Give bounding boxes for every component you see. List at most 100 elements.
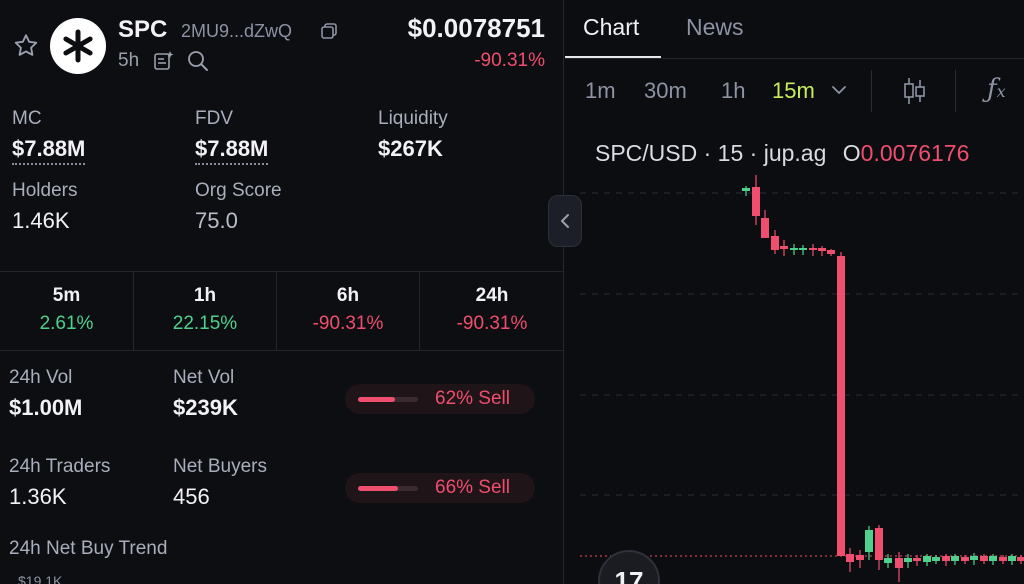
timeframe-change: 2.61% [39, 313, 94, 334]
candle-body [999, 557, 1007, 561]
stat-label: 24h Vol [9, 367, 73, 388]
candle-body [837, 256, 845, 556]
timeframe-5m[interactable]: 5m 2.61% [0, 272, 133, 350]
stat-value: $267K [378, 136, 443, 161]
chart-panel: Chart News 1m 30m 1h 15m ƒx SPC/USD · 15… [565, 0, 1024, 584]
stat-value: $239K [173, 395, 238, 420]
ohlc-open-label: O [842, 140, 861, 166]
stat-value: $1.00M [9, 395, 83, 420]
stat-liquidity: Liquidity $267K [378, 108, 448, 162]
stat-fdv: FDV $7.88M [195, 108, 269, 165]
candle-body [932, 557, 940, 561]
interval-30m[interactable]: 30m [644, 78, 687, 103]
candle-body [1008, 556, 1016, 561]
timeframe-label: 1h [193, 285, 217, 306]
candle-body [942, 556, 950, 561]
token-price: $0.0078751 [407, 13, 545, 43]
divider [955, 70, 956, 112]
candle-body [780, 246, 788, 249]
stat-value: 1.36K [9, 484, 67, 509]
stat-value: 75.0 [195, 208, 238, 233]
interval-1m[interactable]: 1m [585, 78, 616, 103]
stat-label: MC [12, 108, 42, 129]
divider [871, 70, 872, 112]
candle-body [895, 558, 903, 568]
candle-body [904, 558, 912, 562]
divider [0, 271, 564, 272]
tab-chart[interactable]: Chart [583, 14, 640, 40]
price-change: -90.31% [474, 50, 545, 71]
timeframe-1h[interactable]: 1h 22.15% [134, 272, 276, 350]
timeframe-6h[interactable]: 6h -90.31% [277, 272, 419, 350]
interval-15m[interactable]: 15m [772, 78, 815, 103]
timeframe-change: -90.31% [456, 313, 528, 334]
candle-body [809, 248, 817, 250]
token-address[interactable]: 2MU9...dZwQ [181, 21, 293, 41]
ratio-text: 62% Sell [435, 388, 510, 409]
timeframe-24h[interactable]: 24h -90.31% [420, 272, 564, 350]
ratio-track [358, 397, 418, 402]
traders-sell-ratio-badge: 66% Sell [345, 473, 535, 503]
divider [276, 272, 277, 350]
chart-symbol-title: SPC/USD · 15 · jup.ag O0.0076176 [595, 140, 969, 167]
stat-24h-traders: 24h Traders 1.36K [9, 456, 110, 510]
ohlc-open-value: 0.0076176 [860, 140, 970, 166]
stat-mc: MC $7.88M [12, 108, 86, 165]
candle-body [989, 556, 997, 561]
copy-icon[interactable] [320, 22, 338, 40]
trend-axis-label: $19.1K [18, 573, 63, 584]
search-icon[interactable] [186, 49, 210, 73]
stat-org-score: Org Score 75.0 [195, 180, 282, 234]
chart-pair: SPC/USD · 15 · jup.ag [595, 140, 827, 166]
section-title: 24h Net Buy Trend [9, 538, 168, 559]
candlestick-chart[interactable] [565, 170, 1024, 584]
stat-label: Net Buyers [173, 456, 267, 477]
candle-body [913, 558, 921, 561]
stat-label: Liquidity [378, 108, 448, 129]
timeframe-label: 24h [475, 285, 509, 306]
indicators-fx-icon[interactable]: ƒx [987, 74, 1006, 104]
token-symbol: SPC [118, 16, 168, 43]
stat-value[interactable]: $7.88M [12, 136, 86, 165]
candle-body [752, 187, 760, 216]
timeframe-label: 6h [336, 285, 360, 306]
candle-body [771, 236, 779, 250]
collapse-panel-button[interactable] [548, 195, 582, 247]
chevron-down-icon[interactable] [831, 84, 847, 96]
stat-label: FDV [195, 108, 233, 129]
stat-holders: Holders 1.46K [12, 180, 77, 234]
ratio-fill [358, 486, 398, 491]
ratio-text: 66% Sell [435, 477, 510, 498]
interval-1h[interactable]: 1h [721, 78, 746, 103]
divider [565, 58, 1024, 59]
stat-value: 1.46K [12, 208, 70, 233]
candle-body [827, 250, 835, 254]
stat-24h-vol: 24h Vol $1.00M [9, 367, 82, 421]
candle-body [875, 528, 883, 560]
active-tab-indicator [565, 56, 661, 58]
ratio-fill [358, 397, 396, 402]
token-logo [50, 18, 106, 74]
stat-net-buyers: Net Buyers 456 [173, 456, 267, 510]
edit-note-icon[interactable] [152, 49, 176, 73]
token-panel: SPC 2MU9...dZwQ 5h $0.0078751 -90.31% MC… [0, 0, 564, 584]
divider [419, 272, 420, 350]
token-age: 5h [118, 50, 140, 71]
candlestick-icon[interactable] [901, 76, 927, 106]
candle-body [856, 555, 864, 560]
net-buy-trend: 24h Net Buy Trend [9, 538, 167, 560]
chart-gridlines [580, 192, 1024, 496]
stat-value[interactable]: $7.88M [195, 136, 269, 165]
ratio-track [358, 486, 418, 491]
stat-label: 24h Traders [9, 456, 111, 477]
tab-news[interactable]: News [686, 14, 744, 40]
star-icon[interactable] [12, 32, 40, 60]
vol-sell-ratio-badge: 62% Sell [345, 384, 535, 414]
candle-body [865, 530, 873, 552]
stat-net-vol: Net Vol $239K [173, 367, 238, 421]
candle-body [980, 556, 988, 561]
asterisk-logo-icon [63, 29, 93, 63]
candle-body [1017, 557, 1024, 561]
divider [0, 350, 564, 351]
timeframe-label: 5m [52, 285, 81, 306]
